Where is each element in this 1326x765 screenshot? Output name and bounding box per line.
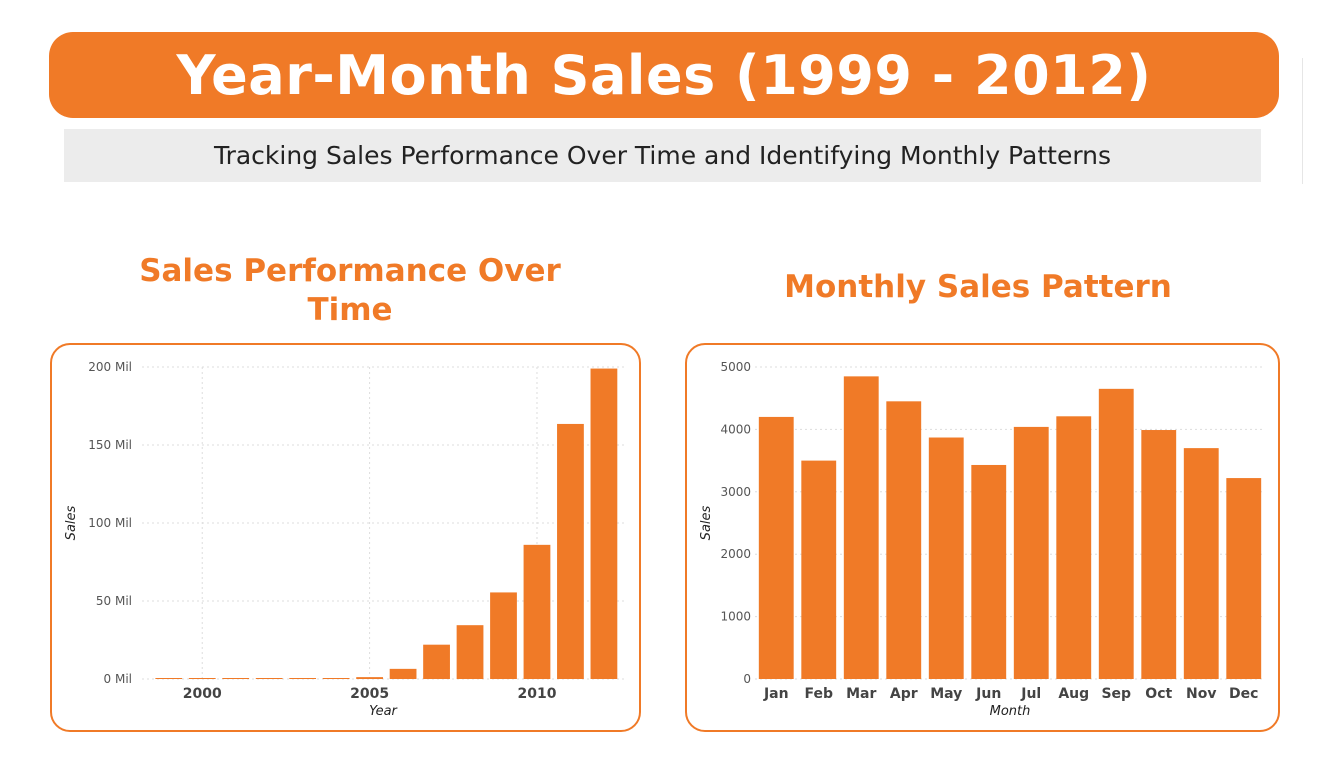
edge-divider <box>1302 58 1303 184</box>
bar <box>222 678 250 679</box>
y-tick-label: 4000 <box>720 422 751 436</box>
yearly-sales-chart: 0 Mil 50 Mil 100 Mil 150 Mil 200 Mil 2000 2005… <box>64 360 624 719</box>
x-axis-title: Year <box>369 704 398 719</box>
bar <box>322 678 350 679</box>
bar <box>590 368 618 679</box>
y-tick-label: 1000 <box>720 610 751 624</box>
title-banner: Year-Month Sales (1999 - 2012) <box>49 32 1279 118</box>
x-tick-label: May <box>930 686 962 702</box>
monthly-sales-chart: 0 1000 2000 3000 4000 5000 Jan Feb Mar Apr May Jun J… <box>699 360 1265 719</box>
x-tick-label: Aug <box>1058 686 1089 702</box>
bar <box>1226 478 1262 679</box>
x-tick-label: 2010 <box>517 686 556 702</box>
bar <box>1183 448 1219 679</box>
bar <box>255 678 283 679</box>
chart-title-monthly: Monthly Sales Pattern <box>784 269 1172 305</box>
chart-title-yearly: Sales Performance Over Time <box>139 253 561 328</box>
x-tick-label: Oct <box>1145 686 1172 702</box>
y-tick-label: 3000 <box>720 485 751 499</box>
y-axis-title: Sales <box>699 505 714 540</box>
y-axis-title: Sales <box>64 505 79 540</box>
x-tick-label: Jan <box>763 686 789 702</box>
bar <box>188 678 216 679</box>
bar <box>490 592 517 679</box>
chart-card-yearly: 0 Mil 50 Mil 100 Mil 150 Mil 200 Mil 2000 2005… <box>50 343 641 732</box>
x-tick-label: Feb <box>804 686 833 702</box>
x-tick-label: Nov <box>1186 686 1216 702</box>
y-tick-label: 150 Mil <box>88 438 132 452</box>
bar <box>389 668 417 679</box>
bar <box>801 460 837 679</box>
chart-card-monthly: 0 1000 2000 3000 4000 5000 Jan Feb Mar Apr May Jun J… <box>685 343 1280 732</box>
y-tick-label: 5000 <box>720 360 751 374</box>
bar <box>456 625 484 679</box>
page-title: Year-Month Sales (1999 - 2012) <box>176 43 1152 107</box>
bar <box>1098 388 1134 679</box>
bar <box>423 644 450 679</box>
bar <box>523 544 551 679</box>
bar <box>1141 430 1177 679</box>
subtitle-bar: Tracking Sales Performance Over Time and… <box>64 129 1261 182</box>
y-tick-label: 0 Mil <box>104 672 132 686</box>
x-tick-label: Jul <box>1020 686 1041 702</box>
bar <box>843 376 879 679</box>
bar <box>155 678 183 679</box>
bar <box>356 677 383 679</box>
bar <box>758 416 794 679</box>
y-tick-label: 2000 <box>720 547 751 561</box>
x-tick-label: Mar <box>846 686 876 702</box>
x-axis-title: Month <box>990 704 1031 719</box>
bar <box>971 464 1007 679</box>
y-tick-label: 50 Mil <box>96 594 132 608</box>
x-tick-label: Dec <box>1229 686 1258 702</box>
bar <box>928 437 964 679</box>
bar <box>1056 416 1092 679</box>
y-tick-label: 100 Mil <box>88 516 132 530</box>
x-tick-label: 2000 <box>183 686 222 702</box>
x-tick-label: Apr <box>890 686 918 702</box>
bar <box>1013 426 1049 679</box>
bar <box>289 678 317 679</box>
bar <box>886 401 922 679</box>
page-subtitle: Tracking Sales Performance Over Time and… <box>213 141 1112 170</box>
y-tick-label: 0 <box>743 672 751 686</box>
x-tick-label: Sep <box>1101 686 1131 702</box>
bar <box>557 423 584 679</box>
x-tick-label: 2005 <box>350 686 389 702</box>
y-tick-label: 200 Mil <box>88 360 132 374</box>
x-tick-label: Jun <box>975 686 1001 702</box>
